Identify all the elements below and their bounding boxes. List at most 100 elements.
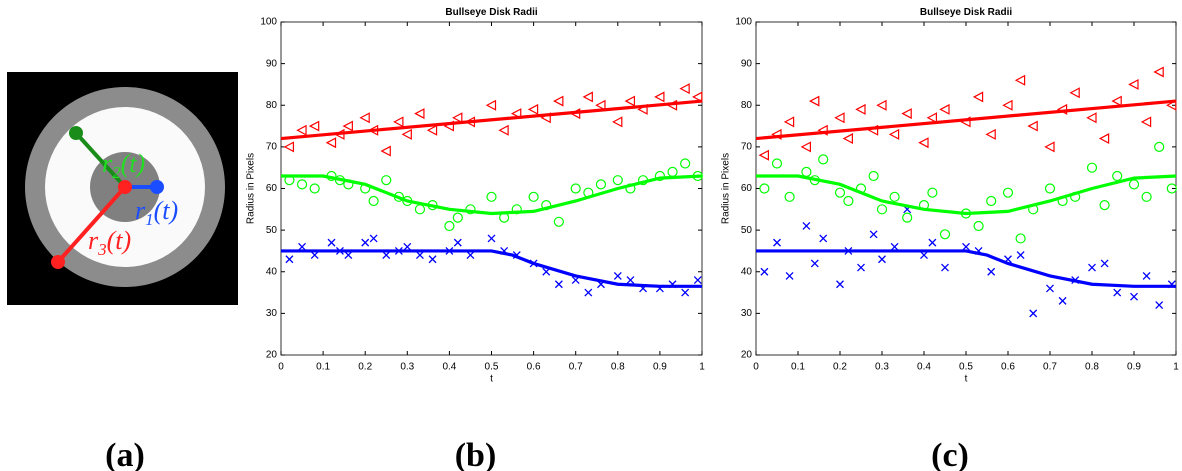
point — [939, 229, 951, 240]
point — [939, 103, 950, 115]
point — [309, 183, 320, 194]
point — [1058, 296, 1067, 305]
point — [612, 175, 623, 186]
point — [612, 116, 623, 128]
y-tick-label: 70 — [266, 142, 278, 153]
point — [819, 234, 828, 243]
point — [624, 95, 636, 107]
point — [1166, 183, 1177, 194]
x-tick-label: 0.1 — [316, 362, 330, 373]
x-tick-label: 0.4 — [442, 362, 456, 373]
point — [1130, 292, 1138, 301]
point — [857, 263, 865, 272]
point — [889, 191, 900, 202]
point — [1086, 112, 1097, 124]
point — [926, 112, 937, 124]
point — [285, 255, 294, 264]
x-tick-label: 0.7 — [569, 362, 583, 373]
y-tick-label: 80 — [741, 100, 753, 111]
point — [1002, 187, 1014, 198]
point — [426, 124, 438, 136]
point — [890, 242, 899, 251]
point — [927, 187, 938, 198]
y-axis-label: Radius in Pixels — [246, 153, 257, 224]
caption: (b) — [455, 437, 497, 471]
point — [298, 242, 307, 251]
point — [452, 112, 463, 124]
point — [626, 276, 635, 285]
point — [962, 242, 970, 251]
point — [869, 230, 878, 239]
point — [654, 91, 665, 103]
radius-2 — [74, 131, 127, 189]
point — [834, 112, 845, 124]
point — [368, 195, 379, 207]
point — [359, 112, 370, 124]
point — [760, 267, 769, 276]
y-tick-label: 40 — [741, 266, 753, 277]
chart: 20 30 40 50 60 70 80 90 100 0 0.1 0.2 0.3 0.4 0.5 0.6 0.… — [721, 7, 1180, 385]
point — [876, 99, 887, 111]
point — [582, 91, 593, 103]
point — [785, 271, 794, 280]
bullseye-image: r2(t) r1(t) r3(t) — [7, 72, 238, 305]
y-tick-label: 100 — [735, 17, 752, 28]
point — [972, 91, 984, 103]
y-tick-label: 90 — [741, 58, 753, 69]
point — [901, 108, 912, 120]
chart: 20 30 40 50 60 70 80 90 100 0 0.1 0.2 0.3 0.4 0.5 0.6 0.… — [246, 7, 706, 385]
point — [1155, 301, 1164, 310]
point — [382, 251, 391, 260]
point — [654, 170, 666, 182]
point — [465, 204, 476, 215]
point — [485, 99, 497, 111]
y-axis-label: Radius in Pixels — [721, 153, 732, 224]
point — [381, 175, 392, 186]
point — [327, 238, 336, 247]
point — [985, 128, 996, 140]
point — [1014, 74, 1026, 86]
x-tick-label: 1 — [699, 362, 705, 373]
x-tick-label: 0 — [278, 362, 284, 373]
point — [1128, 78, 1139, 90]
x-tick-label: 0.8 — [611, 362, 625, 373]
point — [878, 255, 886, 264]
x-tick-label: 0.7 — [1043, 362, 1057, 373]
point — [876, 204, 888, 215]
point — [296, 179, 308, 190]
point — [453, 238, 462, 247]
point — [452, 212, 463, 223]
point — [987, 267, 996, 276]
point — [595, 179, 607, 190]
x-tick-label: 0.9 — [1127, 362, 1141, 373]
fit-curve — [281, 174, 703, 216]
x-tick-label: 0.8 — [1085, 362, 1099, 373]
point — [1100, 259, 1109, 268]
fit-curve — [756, 174, 1177, 216]
point — [553, 216, 564, 227]
point — [842, 133, 853, 145]
point — [868, 170, 879, 182]
x-axis-label: t — [490, 374, 493, 385]
point — [1140, 116, 1152, 128]
point — [834, 187, 846, 198]
x-tick-label: 0.1 — [791, 362, 805, 373]
radius-label: r2(t) — [102, 149, 145, 182]
x-tick-label: 0.3 — [875, 362, 889, 373]
caption: (a) — [105, 437, 145, 471]
point — [325, 137, 337, 149]
point — [843, 195, 854, 207]
x-tick-label: 0 — [753, 362, 759, 373]
x-tick-label: 1 — [1173, 362, 1179, 373]
point — [344, 251, 353, 260]
point — [1099, 200, 1110, 211]
radius-label: r1(t) — [135, 196, 178, 229]
x-tick-label: 0.3 — [400, 362, 414, 373]
point — [466, 251, 475, 260]
endpoint — [69, 126, 83, 140]
point — [693, 276, 702, 285]
y-tick-label: 30 — [266, 308, 278, 319]
y-tick-label: 100 — [260, 17, 277, 28]
point — [679, 83, 690, 95]
point — [771, 158, 783, 169]
